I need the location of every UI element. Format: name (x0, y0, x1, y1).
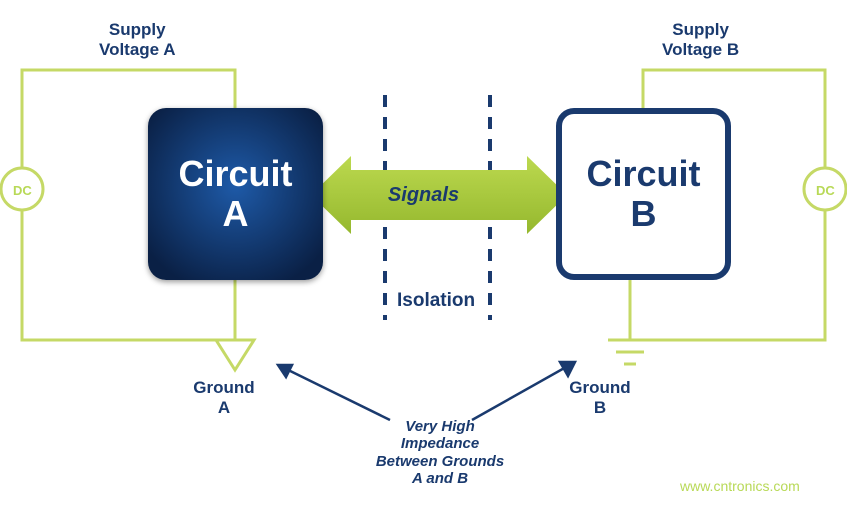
impedance-line4: A and B (350, 470, 530, 487)
ground-b-line2: B (569, 398, 630, 418)
dc-b-label: DC (816, 183, 835, 198)
supply-a-line1: Supply (99, 20, 176, 40)
signals-label: Signals (388, 184, 459, 207)
circuit-a-line1: Circuit (178, 154, 292, 194)
supply-voltage-a-label: Supply Voltage A (99, 20, 176, 61)
impedance-arrows (278, 362, 575, 420)
supply-b-line2: Voltage B (662, 40, 739, 60)
supply-voltage-b-label: Supply Voltage B (662, 20, 739, 61)
watermark: www.cntronics.com (680, 478, 800, 494)
ground-b-label: Ground B (569, 378, 630, 419)
ground-a-line2: A (193, 398, 254, 418)
supply-b-line1: Supply (662, 20, 739, 40)
circuit-a-line2: A (223, 194, 249, 234)
ground-b-line1: Ground (569, 378, 630, 398)
ground-earth-b (608, 340, 652, 364)
supply-a-line2: Voltage A (99, 40, 176, 60)
dc-a-label: DC (13, 183, 32, 198)
circuit-isolation-diagram: Supply Voltage A Supply Voltage B Ground… (0, 0, 847, 510)
impedance-label: Very High Impedance Between Grounds A an… (350, 418, 530, 487)
circuit-b-line2: B (631, 194, 657, 234)
circuit-b-box: Circuit B (556, 108, 731, 280)
impedance-line2: Impedance (350, 435, 530, 452)
impedance-line3: Between Grounds (350, 453, 530, 470)
ground-triangle-a (216, 340, 254, 370)
ground-a-line1: Ground (193, 378, 254, 398)
isolation-label: Isolation (397, 290, 475, 312)
circuit-a-box: Circuit A (148, 108, 323, 280)
impedance-line1: Very High (350, 418, 530, 435)
ground-a-label: Ground A (193, 378, 254, 419)
circuit-b-line1: Circuit (586, 154, 700, 194)
